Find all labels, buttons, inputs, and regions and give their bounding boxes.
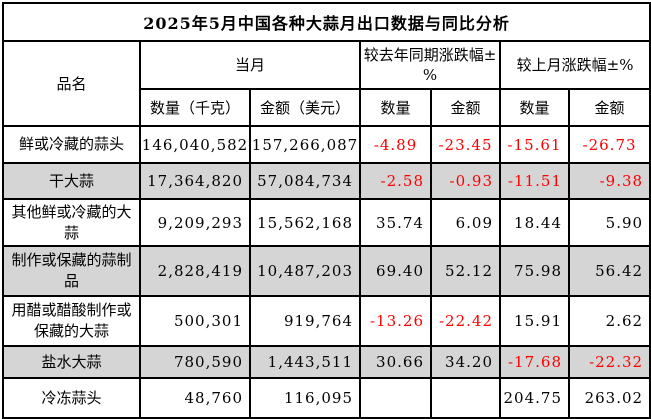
value-cell: 500,301	[139, 295, 251, 347]
product-name-cell: 鲜或冷藏的蒜头	[2, 125, 141, 164]
value-cell: 116,095	[249, 377, 361, 419]
value-cell: -11.51	[499, 162, 570, 200]
col-header-amount-usd: 金额（美元）	[249, 88, 361, 127]
title-row: 2025年5月中国各种大蒜月出口数据与同比分析	[1, 2, 651, 42]
value-cell: 15,562,168	[249, 198, 361, 247]
value-cell: 919,764	[249, 295, 361, 347]
value-cell: 1,443,511	[249, 345, 361, 379]
value-cell: 10,487,203	[249, 245, 361, 297]
value-cell: -0.93	[430, 162, 501, 200]
col-header-mom-change: 较上月涨跌幅±%	[498, 40, 651, 90]
value-cell: 48,760	[139, 377, 251, 419]
value-cell: -13.26	[359, 295, 432, 347]
table-title: 2025年5月中国各种大蒜月出口数据与同比分析	[1, 2, 651, 42]
table-row: 干大蒜 17,364,820 57,084,734 -2.58 -0.93 -11.51-…	[2, 162, 651, 200]
value-cell: 204.75	[499, 377, 570, 419]
value-cell: 157,266,087	[249, 125, 361, 164]
col-header-mom-amount: 金额	[567, 88, 651, 127]
value-cell: -22.32	[567, 345, 651, 379]
product-name-cell: 制作或保藏的蒜制品	[2, 245, 141, 297]
col-header-product: 品名	[2, 40, 141, 127]
col-header-current-month: 当月	[139, 40, 361, 90]
product-name-cell: 用醋或醋酸制作或保藏的大蒜	[2, 295, 141, 347]
value-cell: -26.73	[567, 125, 651, 164]
value-cell: -15.61	[499, 125, 570, 164]
value-cell: 6.09	[430, 198, 501, 247]
value-cell: 17,364,820	[139, 162, 251, 200]
header-row-groups: 品名 当月 较去年同期涨跌幅±% 较上月涨跌幅±%	[2, 40, 651, 127]
value-cell	[359, 377, 432, 419]
value-cell: 2,828,419	[139, 245, 251, 297]
value-cell: 52.12	[430, 245, 501, 297]
value-cell	[430, 377, 501, 419]
value-cell: 263.02	[567, 377, 651, 419]
col-header-quantity-kg: 数量（千克）	[139, 88, 251, 127]
value-cell: -17.68	[499, 345, 570, 379]
table-body: 鲜或冷藏的蒜头 146,040,582 157,266,087 -4.89 -23.45…	[2, 125, 651, 419]
value-cell: -2.58	[359, 162, 432, 200]
value-cell: -22.42	[430, 295, 501, 347]
value-cell: -4.89	[359, 125, 432, 164]
value-cell: -9.38	[567, 162, 651, 200]
value-cell: 69.40	[359, 245, 432, 297]
value-cell: 30.66	[359, 345, 432, 379]
product-name-cell: 盐水大蒜	[2, 345, 141, 379]
header-row-sub: 数量（千克） 金额（美元） 数量 金额 数量 金额	[3, 88, 651, 127]
value-cell: 75.98	[499, 245, 570, 297]
col-header-yoy-amount: 金额	[430, 88, 501, 127]
value-cell: 5.90	[567, 198, 651, 247]
value-cell: 780,590	[139, 345, 251, 379]
value-cell: 35.74	[359, 198, 432, 247]
table-row: 冷冻蒜头 48,760 116,095 204.75 263.02	[2, 377, 651, 419]
table-row: 其他鲜或冷藏的大蒜 9,209,293 15,562,168 35.74 6.09 18.…	[2, 198, 651, 247]
col-header-yoy-change: 较去年同期涨跌幅±%	[359, 40, 501, 90]
value-cell: 56.42	[567, 245, 651, 297]
value-cell: -23.45	[430, 125, 501, 164]
value-cell: 34.20	[430, 345, 501, 379]
table-row: 制作或保藏的蒜制品 2,828,419 10,487,203 69.40 52.12 75…	[2, 245, 651, 297]
col-header-mom-quantity: 数量	[499, 88, 570, 127]
value-cell: 57,084,734	[249, 162, 361, 200]
value-cell: 2.62	[567, 295, 651, 347]
value-cell: 146,040,582	[139, 125, 251, 164]
value-cell: 9,209,293	[139, 198, 251, 247]
table-row: 鲜或冷藏的蒜头 146,040,582 157,266,087 -4.89 -23.45…	[2, 125, 651, 164]
col-header-yoy-quantity: 数量	[359, 88, 432, 127]
table-row: 盐水大蒜 780,590 1,443,511 30.66 34.20 -17.68 -22.…	[2, 345, 651, 379]
value-cell: 18.44	[499, 198, 570, 247]
value-cell: 15.91	[499, 295, 570, 347]
product-name-cell: 其他鲜或冷藏的大蒜	[2, 198, 141, 247]
product-name-cell: 冷冻蒜头	[2, 377, 141, 419]
table-row: 用醋或醋酸制作或保藏的大蒜 500,301 919,764 -13.26 -22.42 1…	[2, 295, 651, 347]
product-name-cell: 干大蒜	[2, 162, 141, 200]
